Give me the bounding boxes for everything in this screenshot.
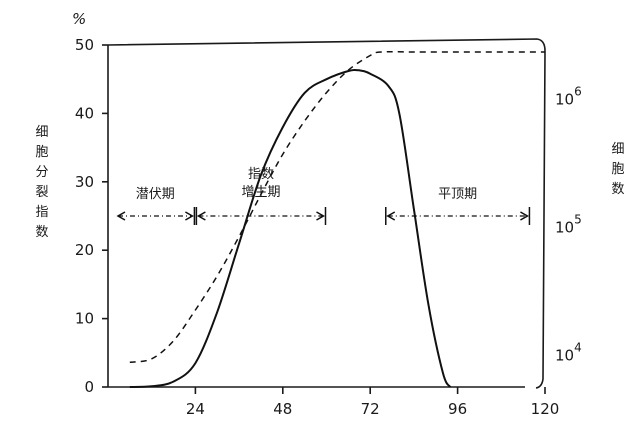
left-axis-label-char: 分 bbox=[35, 165, 48, 180]
x-tick-label: 72 bbox=[361, 400, 380, 418]
right-tick-label: 104 bbox=[555, 340, 582, 364]
right-tick-base: 10 bbox=[555, 219, 574, 237]
left-axis-label-line: 胞分裂 bbox=[35, 145, 48, 200]
phase-arrow-right bbox=[520, 211, 529, 221]
phase-arrow-left bbox=[116, 211, 126, 221]
right-axis-label-line: 胞 bbox=[611, 162, 624, 177]
phase-label: 潜伏期 bbox=[136, 187, 175, 202]
top-border-line bbox=[107, 38, 546, 52]
left-tick-label: 50 bbox=[75, 36, 94, 54]
x-tick-label: 96 bbox=[448, 400, 467, 418]
left-axis-unit: % bbox=[72, 10, 86, 28]
left-axis-label-line: 指 bbox=[35, 205, 48, 220]
cell-count-line bbox=[129, 50, 545, 364]
right-axis-line bbox=[535, 50, 546, 389]
phase-arrow-right bbox=[316, 211, 326, 221]
left-axis-label-line: 细 bbox=[35, 125, 48, 140]
left-tick-label: 10 bbox=[75, 310, 94, 328]
right-tick-label: 106 bbox=[555, 85, 582, 109]
x-axis-ticks: 24 48 72 96 120 bbox=[186, 387, 559, 418]
right-tick-label: 105 bbox=[555, 213, 582, 237]
left-axis-label-char: 胞 bbox=[35, 145, 48, 160]
x-tick-label: 120 bbox=[531, 400, 560, 418]
axes bbox=[107, 38, 546, 389]
right-axis-label-line: 数 bbox=[611, 182, 624, 197]
right-tick-base: 10 bbox=[555, 91, 574, 109]
left-axis-label-char: 裂 bbox=[35, 185, 48, 200]
phase-arrow-left bbox=[386, 211, 396, 221]
series-group bbox=[129, 50, 545, 388]
left-tick-label: 30 bbox=[75, 173, 94, 191]
left-tick-label: 0 bbox=[84, 378, 94, 396]
mitotic-index-line bbox=[129, 68, 452, 388]
phase-label: 指数 bbox=[248, 167, 274, 182]
left-tick-label: 40 bbox=[75, 104, 94, 122]
right-tick-exponent: 4 bbox=[574, 340, 582, 354]
x-tick-label: 24 bbox=[186, 400, 205, 418]
right-tick-base: 10 bbox=[555, 346, 574, 364]
left-axis-label-line: 数 bbox=[35, 225, 48, 240]
phase-label: 平顶期 bbox=[438, 187, 477, 202]
x-tick-label: 48 bbox=[273, 400, 292, 418]
left-axis-ticks: 0 10 20 30 40 50% bbox=[72, 10, 108, 396]
right-tick-exponent: 5 bbox=[574, 213, 582, 227]
phase-label: 增生期 bbox=[241, 185, 280, 200]
phase-arrow-right bbox=[185, 211, 194, 221]
right-tick-exponent: 6 bbox=[574, 85, 582, 99]
phase-arrow-left bbox=[196, 211, 206, 221]
left-tick-label: 20 bbox=[75, 241, 94, 259]
right-axis-label-line: 细 bbox=[611, 142, 624, 157]
